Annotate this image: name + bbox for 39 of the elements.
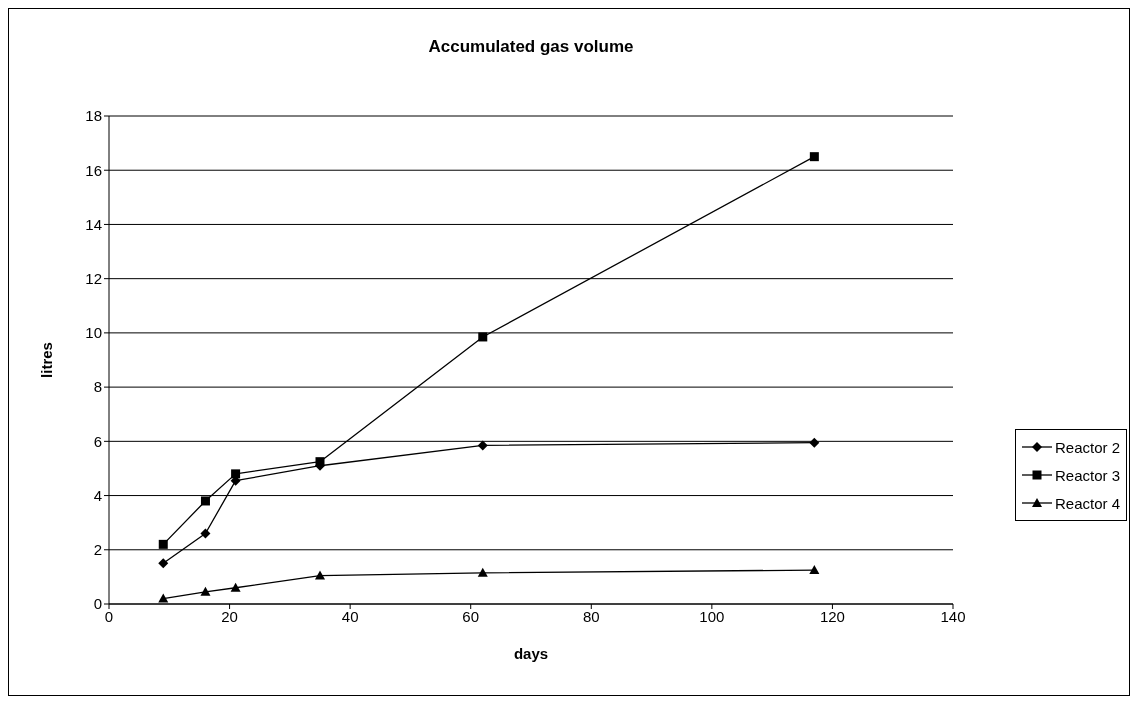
point: [477, 567, 488, 577]
y-tick-label: 6: [93, 432, 102, 450]
x-tick-label: 120: [819, 607, 845, 625]
legend-label: Reactor 3: [1054, 466, 1120, 484]
x-tick-label: 60: [462, 607, 480, 625]
point: [809, 152, 819, 162]
point: [200, 496, 210, 506]
point: [231, 469, 241, 479]
x-tick-label: 0: [104, 607, 114, 625]
y-tick-label: 18: [85, 107, 102, 125]
legend-label: Reactor 2: [1054, 438, 1120, 456]
y-axis-title: litres: [38, 342, 56, 378]
y-tick-label: 14: [85, 215, 102, 233]
point: [200, 528, 211, 539]
point: [315, 570, 325, 580]
point: [158, 558, 169, 569]
y-tick-label: 8: [93, 378, 102, 396]
point: [477, 440, 488, 451]
y-tick-label: 4: [93, 486, 102, 504]
legend-label: Reactor 4: [1054, 494, 1120, 512]
point: [230, 582, 241, 592]
point: [478, 332, 488, 342]
y-tick-label: 2: [93, 541, 102, 559]
y-tick-label: 10: [85, 324, 102, 342]
x-tick-label: 40: [341, 607, 359, 625]
y-tick-label: 12: [85, 269, 102, 287]
x-axis-title: days: [513, 645, 549, 662]
point: [158, 539, 168, 549]
x-tick-label: 80: [582, 607, 600, 625]
x-tick-label: 20: [221, 607, 238, 625]
point: [158, 593, 169, 603]
point: [809, 565, 820, 575]
x-tick-label: 140: [940, 607, 966, 625]
chart-title: Accumulated gas volume: [427, 37, 635, 57]
y-tick-label: 0: [93, 595, 102, 613]
point: [200, 586, 211, 596]
x-tick-label: 100: [699, 607, 725, 625]
y-tick-label: 16: [85, 161, 102, 179]
point: [809, 437, 820, 448]
